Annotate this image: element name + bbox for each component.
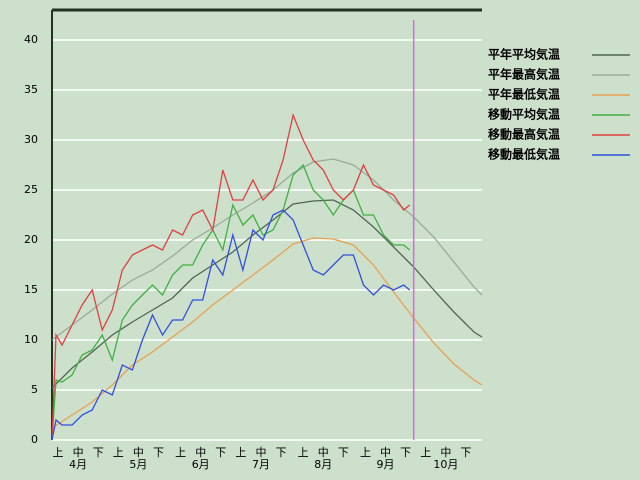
legend-label: 平年最低気温 [488, 87, 560, 102]
x-tick-label: 上 [175, 446, 186, 459]
month-label: 9月 [377, 458, 395, 471]
y-tick-label: 0 [31, 433, 38, 446]
y-tick-label: 5 [31, 383, 38, 396]
y-tick-label: 40 [24, 33, 38, 46]
x-tick-label: 上 [298, 446, 309, 459]
series-line [51, 209, 411, 441]
y-tick-label: 25 [24, 183, 38, 196]
x-tick-label: 下 [93, 446, 104, 459]
x-tick-label: 下 [460, 446, 471, 459]
month-label: 4月 [69, 458, 87, 471]
x-tick-label: 上 [420, 446, 431, 459]
month-label: 10月 [433, 458, 458, 471]
month-label: 5月 [129, 458, 147, 471]
month-label: 6月 [192, 458, 210, 471]
y-tick-label: 35 [24, 83, 38, 96]
legend-label: 移動最低気温 [488, 147, 560, 162]
x-tick-label: 上 [360, 446, 371, 459]
legend-label: 平年最高気温 [488, 67, 560, 82]
month-label: 8月 [314, 458, 332, 471]
series-line [51, 237, 483, 429]
x-tick-label: 中 [380, 446, 391, 459]
x-tick-label: 中 [73, 446, 84, 459]
legend-label: 移動最高気温 [488, 127, 560, 142]
y-tick-label: 20 [24, 233, 38, 246]
x-tick-label: 中 [318, 446, 329, 459]
x-tick-label: 上 [113, 446, 124, 459]
x-tick-label: 中 [255, 446, 266, 459]
series-line [51, 199, 483, 389]
x-tick-label: 上 [53, 446, 64, 459]
legend-label: 移動平均気温 [488, 107, 560, 122]
x-tick-label: 下 [276, 446, 287, 459]
x-tick-label: 下 [153, 446, 164, 459]
x-tick-label: 中 [440, 446, 451, 459]
x-tick-label: 上 [235, 446, 246, 459]
x-tick-label: 中 [133, 446, 144, 459]
y-tick-label: 10 [24, 333, 38, 346]
x-tick-label: 下 [400, 446, 411, 459]
month-label: 7月 [252, 458, 270, 471]
legend-label: 平年平均気温 [488, 47, 560, 62]
x-tick-label: 下 [215, 446, 226, 459]
y-tick-label: 15 [24, 283, 38, 296]
y-tick-label: 30 [24, 133, 38, 146]
x-tick-label: 下 [338, 446, 349, 459]
x-tick-label: 中 [195, 446, 206, 459]
series-line [51, 112, 411, 441]
